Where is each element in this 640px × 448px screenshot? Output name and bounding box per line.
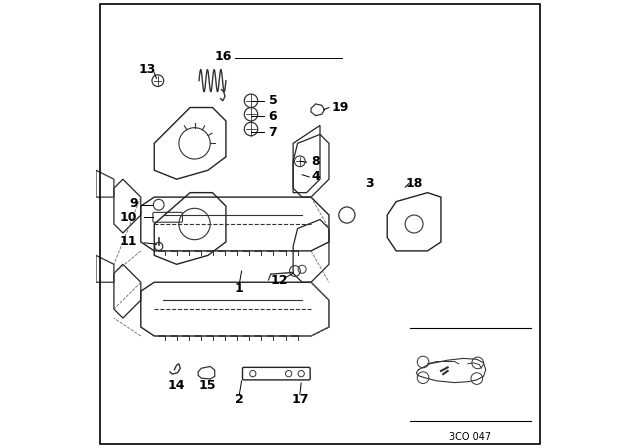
Text: 19: 19 xyxy=(332,101,349,114)
Text: 3CO 047: 3CO 047 xyxy=(449,432,491,442)
Text: 16: 16 xyxy=(215,49,232,63)
Text: 18: 18 xyxy=(405,177,423,190)
Text: 4: 4 xyxy=(311,170,320,184)
Text: 6: 6 xyxy=(269,110,277,123)
Text: 11: 11 xyxy=(120,235,137,249)
Text: 1: 1 xyxy=(235,282,244,296)
Text: 15: 15 xyxy=(198,379,216,392)
Text: 8: 8 xyxy=(311,155,320,168)
Text: 5: 5 xyxy=(269,94,277,108)
Text: 13: 13 xyxy=(139,63,156,76)
Text: 14: 14 xyxy=(168,379,186,392)
Text: 9: 9 xyxy=(130,197,138,211)
Text: 3: 3 xyxy=(365,177,374,190)
Text: 2: 2 xyxy=(235,393,244,406)
Text: 10: 10 xyxy=(120,211,137,224)
Text: 7: 7 xyxy=(269,125,277,139)
Text: 12: 12 xyxy=(271,273,289,287)
Text: 17: 17 xyxy=(291,393,308,406)
